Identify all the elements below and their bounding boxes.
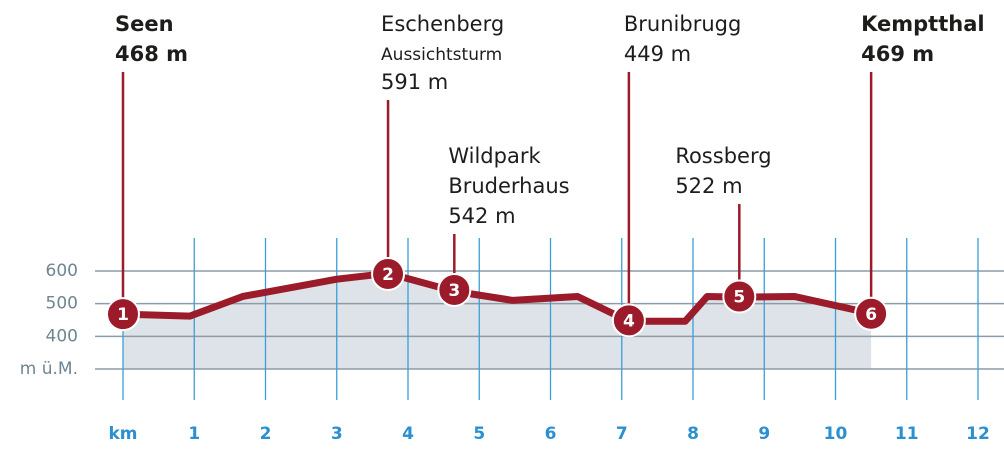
waypoint-marker [611,303,646,338]
waypoint-number: 2 [382,265,394,285]
waypoint-marker [437,272,472,307]
x-tick-label: 4 [402,424,414,444]
waypoint-number: 3 [448,281,460,301]
waypoint-name: Kemptthal [861,12,984,36]
waypoint-elevation: 542 m [448,204,515,228]
waypoint-subtitle: Aussichtsturm [381,45,502,65]
waypoint-marker [371,256,406,291]
x-tick-label: 12 [966,424,990,444]
y-tick-label: 600 [46,261,78,281]
x-tick-label: 6 [545,424,557,444]
waypoint-elevation: 469 m [861,42,934,66]
waypoint-marker [106,297,140,332]
waypoint-name: Wildpark [448,144,541,168]
x-tick-label: 5 [473,424,485,444]
waypoint-elevation: 522 m [675,174,742,198]
x-tick-label: km [108,424,137,444]
waypoint-name: Seen [115,12,174,36]
x-tick-label: 11 [895,424,919,444]
x-tick-label: 1 [188,424,200,444]
x-tick-label: 10 [824,424,848,444]
x-tick-label: 7 [616,424,628,444]
waypoint-name: Eschenberg [381,12,504,36]
waypoint-elevation: 449 m [624,42,691,66]
y-tick-label: m ü.M. [20,359,78,379]
waypoint-number: 6 [865,305,877,325]
waypoint-name: Rossberg [675,144,771,168]
x-tick-label: 2 [260,424,272,444]
area [123,273,872,369]
waypoint-name: Bruderhaus [448,174,569,198]
x-tick-label: 8 [687,424,699,444]
waypoint-elevation: 591 m [381,70,448,94]
y-tick-label: 500 [46,294,78,314]
x-tick-label: 3 [331,424,343,444]
waypoint-marker [854,296,889,331]
waypoint-number: 4 [623,311,635,331]
waypoint-name: Brunibrugg [624,12,741,36]
waypoint-elevation: 468 m [115,42,188,66]
waypoint-number: 1 [117,305,129,325]
waypoint-number: 5 [733,287,745,307]
waypoint-marker [722,279,757,314]
x-tick-label: 9 [758,424,770,444]
y-tick-label: 400 [46,326,78,346]
